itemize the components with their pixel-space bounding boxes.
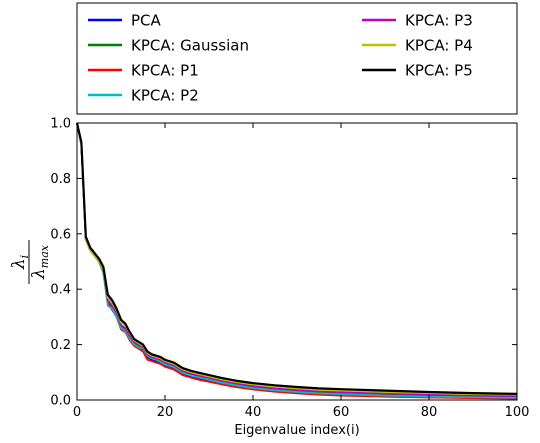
plot-frame [76, 122, 518, 401]
series-line-kpca-p5 [75, 122, 518, 395]
x-tick-label: 60 [333, 405, 350, 420]
y-tick-label: 1.0 [50, 117, 71, 132]
x-tick-label: 0 [73, 405, 81, 420]
x-tick-label: 80 [421, 405, 438, 420]
series-line-kpca-p3 [76, 122, 518, 397]
series-line-kpca-p4 [76, 122, 518, 396]
x-axis: 0 20 40 60 80 100 [73, 123, 530, 420]
y-tick-label: 0.2 [50, 338, 71, 353]
x-tick-label: 100 [505, 405, 530, 420]
legend-label-kpca-p4: KPCA: P4 [405, 37, 473, 55]
y-label-numerator: λi [9, 255, 31, 270]
x-tick-label: 20 [157, 405, 174, 420]
legend-label-kpca-p2: KPCA: P2 [131, 87, 199, 105]
series-line-kpca-p2 [76, 122, 518, 399]
legend-label-pca: PCA [131, 12, 162, 30]
series-line-kpca-p1 [76, 122, 518, 400]
legend-label-kpca-gaussian: KPCA: Gaussian [131, 37, 249, 55]
y-label-denominator: λmax [29, 244, 51, 280]
legend-label-kpca-p3: KPCA: P3 [405, 12, 473, 30]
y-axis-label: λi λmax [9, 240, 51, 284]
y-axis: 0.0 0.2 0.4 0.6 0.8 1.0 [50, 117, 517, 409]
y-tick-label: 0.4 [50, 283, 71, 298]
y-tick-label: 0.8 [50, 172, 71, 187]
legend-label-kpca-p5: KPCA: P5 [405, 62, 473, 80]
legend: PCA KPCA: Gaussian KPCA: P1 KPCA: P2 KPCA: P… [76, 2, 518, 115]
plot-area [75, 122, 518, 401]
legend-frame [76, 2, 518, 115]
y-tick-label: 0.0 [50, 394, 71, 409]
x-tick-label: 40 [245, 405, 262, 420]
legend-label-kpca-p1: KPCA: P1 [131, 62, 199, 80]
series-line-pca [76, 122, 518, 400]
y-tick-label: 0.6 [50, 227, 71, 242]
series-line-kpca-gaussian [76, 122, 518, 399]
x-axis-label: Eigenvalue index(i) [234, 423, 359, 438]
